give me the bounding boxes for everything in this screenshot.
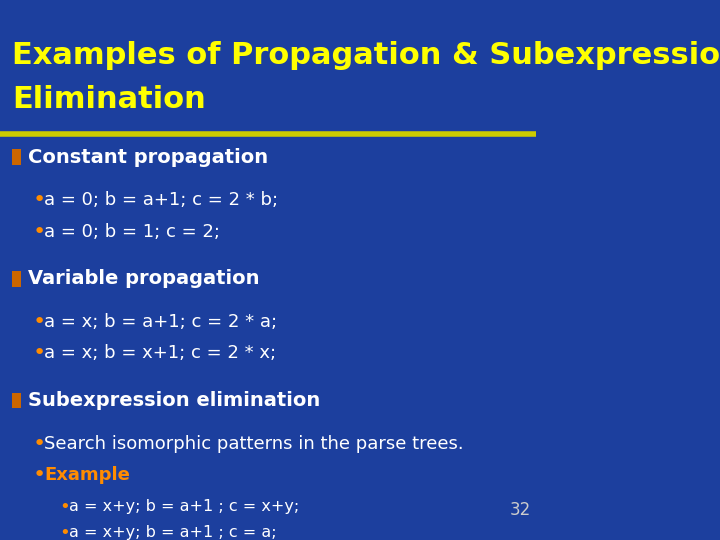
Text: •: •	[32, 465, 45, 485]
Text: a = 0; b = a+1; c = 2 * b;: a = 0; b = a+1; c = 2 * b;	[44, 191, 278, 210]
Text: a = x; b = x+1; c = 2 * x;: a = x; b = x+1; c = 2 * x;	[44, 345, 276, 362]
Text: a = x; b = a+1; c = 2 * a;: a = x; b = a+1; c = 2 * a;	[44, 313, 277, 331]
Text: Example: Example	[44, 466, 130, 484]
Text: •: •	[32, 434, 45, 454]
Text: Elimination: Elimination	[12, 85, 205, 114]
Text: a = x+y; b = a+1 ; c = a;: a = x+y; b = a+1 ; c = a;	[68, 525, 276, 540]
Text: •: •	[59, 524, 70, 540]
Text: 32: 32	[509, 501, 531, 518]
Bar	[12, 150, 22, 165]
Text: •: •	[32, 343, 45, 363]
Text: a = 0; b = 1; c = 2;: a = 0; b = 1; c = 2;	[44, 223, 220, 241]
Text: Subexpression elimination: Subexpression elimination	[28, 391, 320, 410]
Text: •: •	[32, 222, 45, 242]
Text: Search isomorphic patterns in the parse trees.: Search isomorphic patterns in the parse …	[44, 435, 464, 453]
Text: Examples of Propagation & Subexpression: Examples of Propagation & Subexpression	[12, 40, 720, 70]
Text: Variable propagation: Variable propagation	[28, 269, 259, 288]
Text: •: •	[32, 312, 45, 332]
Text: a = x+y; b = a+1 ; c = x+y;: a = x+y; b = a+1 ; c = x+y;	[68, 499, 299, 514]
Bar	[12, 393, 22, 408]
Text: Constant propagation: Constant propagation	[28, 148, 268, 167]
Text: •: •	[32, 190, 45, 210]
Bar	[12, 271, 22, 287]
Text: •: •	[59, 497, 70, 516]
